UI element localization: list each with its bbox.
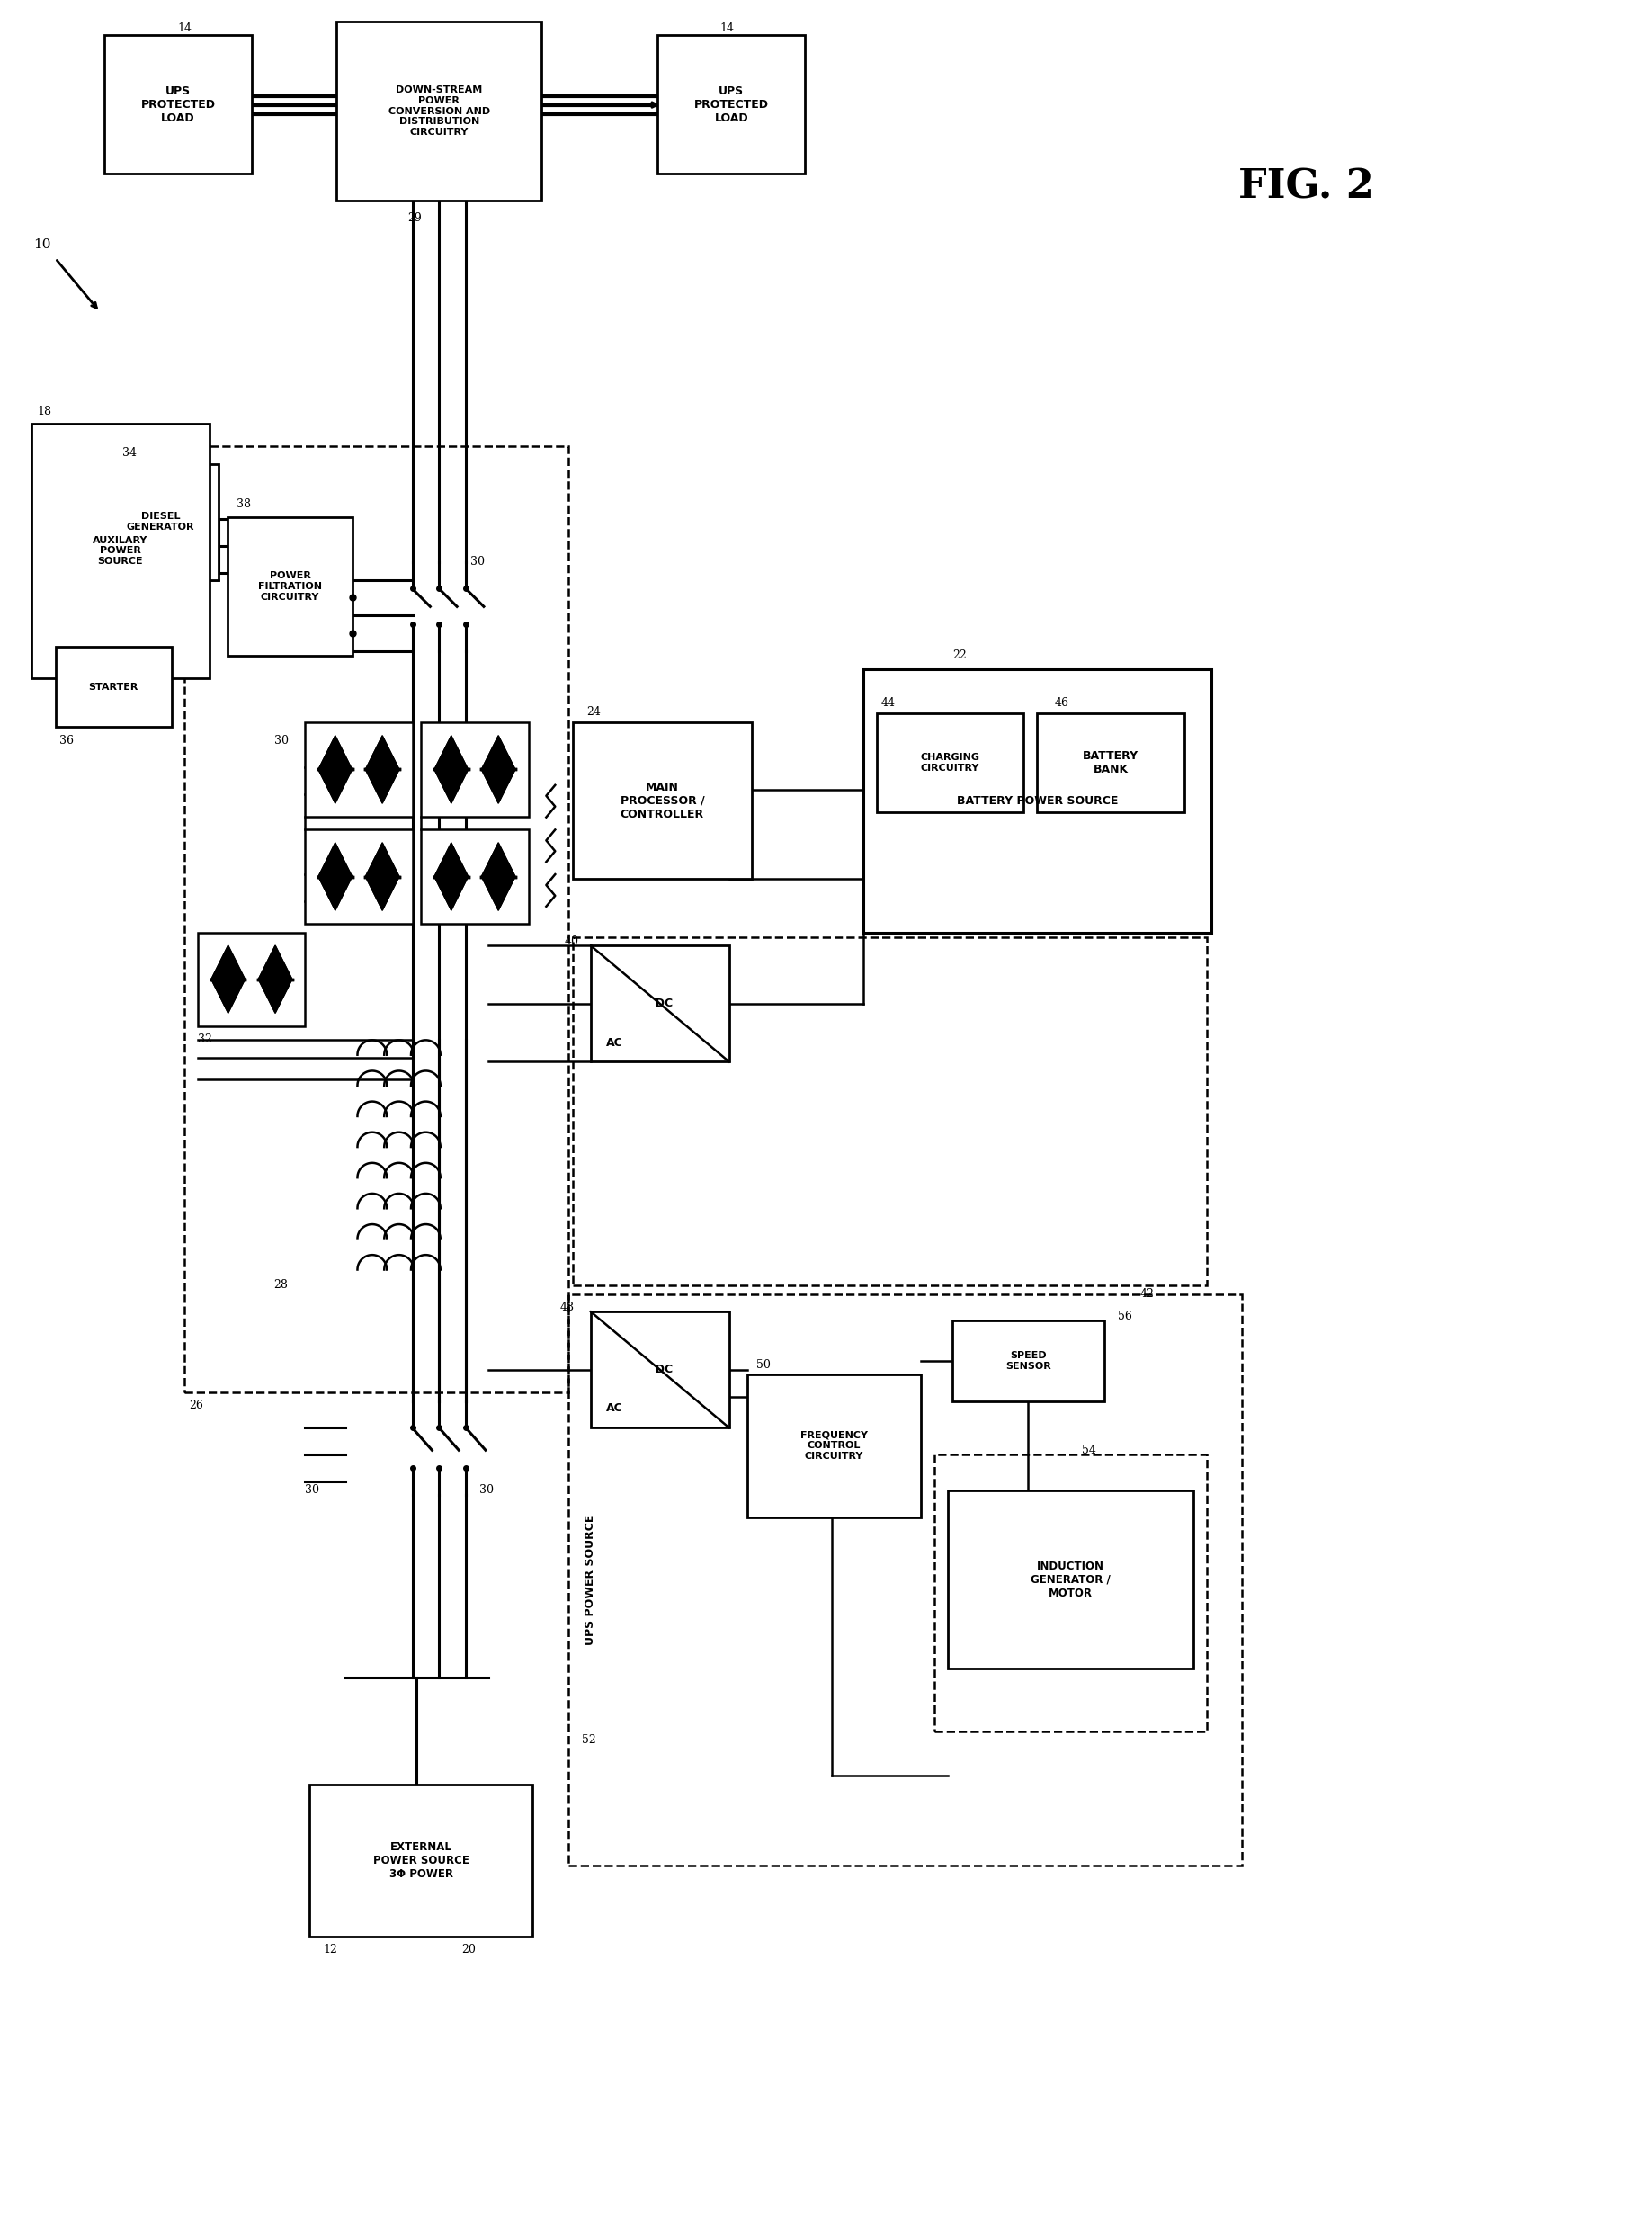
Polygon shape	[365, 770, 400, 803]
Text: AC: AC	[606, 1036, 623, 1049]
Text: DC: DC	[648, 1365, 672, 1376]
Bar	[657, 36, 805, 174]
Bar	[306, 830, 413, 924]
Text: EXTERNAL
POWER SOURCE
3Φ POWER: EXTERNAL POWER SOURCE 3Φ POWER	[373, 1841, 469, 1879]
Bar	[952, 1320, 1104, 1400]
Text: 44: 44	[881, 698, 895, 709]
Text: 14: 14	[178, 22, 192, 34]
Polygon shape	[434, 877, 468, 910]
Text: POWER
FILTRATION
CIRCUITRY: POWER FILTRATION CIRCUITRY	[258, 570, 322, 602]
Text: FIG. 2: FIG. 2	[1237, 168, 1373, 206]
Text: SPEED
SENSOR: SPEED SENSOR	[1006, 1351, 1051, 1371]
Text: 30: 30	[479, 1485, 494, 1497]
Text: 56: 56	[1117, 1311, 1132, 1322]
Text: 32: 32	[198, 1033, 213, 1045]
Text: 36: 36	[59, 734, 74, 747]
Text: 20: 20	[461, 1944, 476, 1955]
Polygon shape	[319, 843, 352, 877]
Bar	[104, 36, 251, 174]
Text: CHARGING
CIRCUITRY: CHARGING CIRCUITRY	[920, 754, 980, 772]
Text: 12: 12	[324, 1944, 337, 1955]
Bar	[948, 1490, 1193, 1669]
Text: 26: 26	[190, 1400, 203, 1412]
Bar	[421, 830, 529, 924]
Bar	[747, 1374, 922, 1517]
Bar	[935, 1454, 1206, 1731]
Polygon shape	[211, 946, 244, 980]
Text: 30: 30	[471, 557, 484, 568]
Polygon shape	[365, 843, 400, 877]
Text: AUXILARY
POWER
SOURCE: AUXILARY POWER SOURCE	[93, 537, 149, 566]
Text: BATTERY
BANK: BATTERY BANK	[1082, 749, 1138, 776]
Text: 48: 48	[560, 1302, 573, 1313]
Polygon shape	[434, 770, 468, 803]
Bar	[102, 463, 218, 579]
Text: INDUCTION
GENERATOR /
MOTOR: INDUCTION GENERATOR / MOTOR	[1031, 1559, 1110, 1599]
Text: 46: 46	[1056, 698, 1069, 709]
Text: 10: 10	[33, 239, 51, 251]
Text: STARTER: STARTER	[89, 682, 139, 691]
Text: 40: 40	[563, 935, 578, 946]
Text: 18: 18	[38, 407, 51, 418]
Bar	[591, 1311, 729, 1427]
Polygon shape	[319, 770, 352, 803]
Text: 50: 50	[757, 1360, 770, 1371]
Text: 52: 52	[582, 1734, 596, 1747]
Polygon shape	[481, 770, 515, 803]
Text: 54: 54	[1082, 1445, 1095, 1456]
Text: AC: AC	[606, 1403, 623, 1414]
Bar	[55, 646, 172, 727]
Text: DC: DC	[648, 998, 672, 1009]
Text: 42: 42	[1140, 1289, 1155, 1300]
Polygon shape	[481, 877, 515, 910]
Text: DIESEL
GENERATOR: DIESEL GENERATOR	[127, 512, 195, 532]
Bar	[568, 1293, 1242, 1866]
Text: DOWN-STREAM
POWER
CONVERSION AND
DISTRIBUTION
CIRCUITRY: DOWN-STREAM POWER CONVERSION AND DISTRIB…	[388, 85, 491, 136]
Text: 38: 38	[236, 499, 251, 510]
Bar	[306, 723, 413, 817]
Polygon shape	[258, 980, 292, 1013]
Polygon shape	[319, 736, 352, 770]
Bar	[421, 723, 529, 817]
Text: 29: 29	[408, 213, 421, 224]
Text: UPS POWER SOURCE: UPS POWER SOURCE	[585, 1514, 596, 1644]
Bar	[228, 517, 352, 655]
Text: 24: 24	[586, 707, 601, 718]
Polygon shape	[365, 877, 400, 910]
Bar	[573, 723, 752, 879]
Polygon shape	[211, 980, 244, 1013]
Bar	[337, 22, 542, 201]
Bar	[31, 423, 210, 678]
Bar	[309, 1785, 534, 1937]
Polygon shape	[481, 843, 515, 877]
Text: UPS
PROTECTED
LOAD: UPS PROTECTED LOAD	[694, 85, 768, 123]
Polygon shape	[365, 736, 400, 770]
Text: 22: 22	[952, 649, 966, 662]
Bar	[198, 933, 306, 1027]
Text: 14: 14	[720, 22, 735, 34]
Polygon shape	[319, 877, 352, 910]
Text: 34: 34	[122, 447, 137, 459]
Polygon shape	[481, 736, 515, 770]
Bar	[862, 669, 1211, 933]
Polygon shape	[434, 736, 468, 770]
Polygon shape	[258, 946, 292, 980]
Polygon shape	[434, 843, 468, 877]
Bar	[1037, 714, 1184, 812]
Bar	[185, 445, 568, 1391]
Bar	[877, 714, 1024, 812]
Text: UPS
PROTECTED
LOAD: UPS PROTECTED LOAD	[140, 85, 215, 123]
Text: MAIN
PROCESSOR /
CONTROLLER: MAIN PROCESSOR / CONTROLLER	[620, 781, 704, 821]
Bar	[573, 937, 1206, 1284]
Text: 30: 30	[274, 734, 289, 747]
Text: 28: 28	[274, 1280, 287, 1291]
Text: 30: 30	[306, 1485, 319, 1497]
Text: BATTERY POWER SOURCE: BATTERY POWER SOURCE	[957, 794, 1118, 808]
Bar	[591, 946, 729, 1063]
Text: FREQUENCY
CONTROL
CIRCUITRY: FREQUENCY CONTROL CIRCUITRY	[800, 1432, 867, 1461]
